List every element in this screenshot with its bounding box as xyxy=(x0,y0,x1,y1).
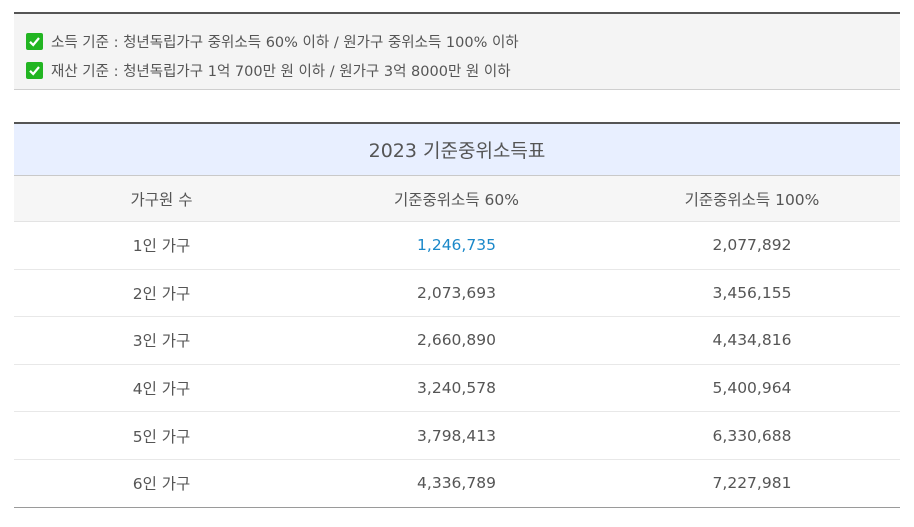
criteria-income: 소득 기준 : 청년독립가구 중위소득 60% 이하 / 원가구 중위소득 10… xyxy=(14,27,900,56)
criteria-income-text: 소득 기준 : 청년독립가구 중위소득 60% 이하 / 원가구 중위소득 10… xyxy=(51,35,519,51)
header-income-60: 기준중위소득 60% xyxy=(394,190,519,209)
household-size-cell: 1인 가구 xyxy=(132,237,191,256)
checkmark-icon xyxy=(26,62,43,79)
income-60-cell: 3,240,578 xyxy=(417,379,496,398)
household-size-cell: 4인 가구 xyxy=(132,380,191,399)
median-income-table: 2023 기준중위소득표 가구원 수 기준중위소득 60% 기준중위소득 100… xyxy=(14,122,900,508)
table-row: 4인 가구 3,240,578 5,400,964 xyxy=(14,365,900,413)
criteria-asset-text: 재산 기준 : 청년독립가구 1억 700만 원 이하 / 원가구 3억 800… xyxy=(51,64,511,80)
table-row: 5인 가구 3,798,413 6,330,688 xyxy=(14,412,900,460)
header-income-100: 기준중위소득 100% xyxy=(684,190,820,209)
table-title: 2023 기준중위소득표 xyxy=(14,124,900,176)
household-size-cell: 5인 가구 xyxy=(132,427,191,446)
table-row: 6인 가구 4,336,789 7,227,981 xyxy=(14,460,900,507)
income-100-cell: 7,227,981 xyxy=(712,474,792,493)
criteria-box: 소득 기준 : 청년독립가구 중위소득 60% 이하 / 원가구 중위소득 10… xyxy=(14,12,900,90)
household-size-cell: 2인 가구 xyxy=(132,284,191,303)
income-100-cell: 5,400,964 xyxy=(712,379,792,398)
income-60-link[interactable]: 1,246,735 xyxy=(417,236,496,255)
table-header-row: 가구원 수 기준중위소득 60% 기준중위소득 100% xyxy=(14,176,900,222)
checkmark-icon xyxy=(26,33,43,50)
criteria-asset: 재산 기준 : 청년독립가구 1억 700만 원 이하 / 원가구 3억 800… xyxy=(14,56,900,85)
table-row: 2인 가구 2,073,693 3,456,155 xyxy=(14,270,900,318)
header-household-size: 가구원 수 xyxy=(130,190,193,209)
household-size-cell: 6인 가구 xyxy=(132,475,191,494)
income-60-cell: 4,336,789 xyxy=(417,474,496,493)
income-100-cell: 4,434,816 xyxy=(712,331,792,350)
table-row: 3인 가구 2,660,890 4,434,816 xyxy=(14,317,900,365)
income-60-cell: 3,798,413 xyxy=(417,426,496,445)
income-100-cell: 6,330,688 xyxy=(712,426,792,445)
table-row: 1인 가구 1,246,735 2,077,892 xyxy=(14,222,900,270)
income-60-cell: 2,660,890 xyxy=(417,331,496,350)
income-100-cell: 3,456,155 xyxy=(712,283,792,302)
income-60-cell: 2,073,693 xyxy=(417,283,496,302)
household-size-cell: 3인 가구 xyxy=(132,332,191,351)
income-100-cell: 2,077,892 xyxy=(712,236,792,255)
